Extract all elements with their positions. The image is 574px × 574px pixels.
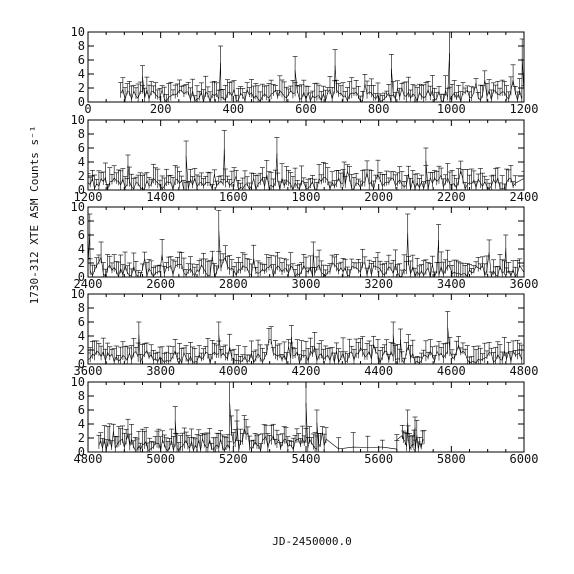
x-tick-label: 2400 — [74, 277, 103, 291]
x-tick-label: 1400 — [146, 190, 175, 204]
y-tick-label: 10 — [71, 375, 85, 389]
x-tick-label: 4000 — [219, 364, 248, 378]
y-tick-label: 8 — [78, 214, 85, 228]
y-tick-label: 2 — [78, 81, 85, 95]
x-tick-label: 4600 — [437, 364, 466, 378]
x-tick-label: 5800 — [437, 452, 466, 466]
y-tick-label: 4 — [78, 67, 85, 81]
x-tick-label: 200 — [150, 102, 172, 116]
x-tick-label: 3800 — [146, 364, 175, 378]
y-tick-label: 4 — [78, 242, 85, 256]
y-tick-label: 8 — [78, 301, 85, 315]
y-tick-label: 6 — [78, 315, 85, 329]
x-tick-label: 2200 — [437, 190, 466, 204]
y-tick-label: 4 — [78, 417, 85, 431]
y-tick-label: 6 — [78, 53, 85, 67]
x-tick-label: 5200 — [219, 452, 248, 466]
y-tick-label: 6 — [78, 228, 85, 242]
x-tick-label: 3600 — [74, 364, 103, 378]
x-tick-label: 2800 — [219, 277, 248, 291]
y-tick-label: 2 — [78, 256, 85, 270]
y-tick-label: 10 — [71, 287, 85, 301]
y-tick-label: 0 — [78, 445, 85, 459]
x-tick-label: 4200 — [292, 364, 321, 378]
y-tick-label: 10 — [71, 25, 85, 39]
light-curve-series — [118, 32, 524, 102]
y-tick-label: 4 — [78, 155, 85, 169]
y-tick-label: 0 — [78, 270, 85, 284]
x-tick-label: 1200 — [510, 102, 539, 116]
x-tick-label: 5000 — [146, 452, 175, 466]
x-tick-label: 3600 — [510, 277, 539, 291]
x-tick-label: 400 — [222, 102, 244, 116]
y-axis-title: 1730-312 XTE ASM Counts s⁻¹ — [28, 126, 41, 305]
series-line — [88, 327, 523, 364]
y-tick-label: 8 — [78, 39, 85, 53]
y-tick-label: 0 — [78, 357, 85, 371]
x-tick-label: 1800 — [292, 190, 321, 204]
y-tick-label: 0 — [78, 183, 85, 197]
y-tick-label: 8 — [78, 389, 85, 403]
y-tick-label: 6 — [78, 141, 85, 155]
x-tick-label: 4800 — [74, 452, 103, 466]
y-tick-label: 2 — [78, 431, 85, 445]
x-axis-title: JD-2450000.0 — [272, 535, 351, 548]
x-tick-label: 2000 — [364, 190, 393, 204]
series-line — [88, 148, 524, 190]
series-line — [88, 230, 524, 277]
y-tick-label: 2 — [78, 169, 85, 183]
x-tick-label: 1200 — [74, 190, 103, 204]
light-curve-series — [88, 311, 524, 364]
x-tick-label: 1600 — [219, 190, 248, 204]
x-tick-label: 6000 — [510, 452, 539, 466]
y-tick-label: 6 — [78, 403, 85, 417]
x-tick-label: 800 — [368, 102, 390, 116]
y-tick-label: 0 — [78, 95, 85, 109]
x-tick-label: 4400 — [364, 364, 393, 378]
x-tick-label: 0 — [84, 102, 91, 116]
y-tick-label: 2 — [78, 343, 85, 357]
y-tick-label: 4 — [78, 329, 85, 343]
series-line — [120, 52, 524, 102]
x-tick-label: 3000 — [292, 277, 321, 291]
x-tick-label: 5600 — [364, 452, 393, 466]
x-tick-label: 600 — [295, 102, 317, 116]
light-curve-series — [96, 382, 427, 452]
light-curve-series — [88, 130, 524, 190]
x-tick-label: 2600 — [146, 277, 175, 291]
y-tick-label: 8 — [78, 127, 85, 141]
light-curve-series — [88, 210, 524, 277]
x-tick-label: 5400 — [292, 452, 321, 466]
x-tick-label: 2400 — [510, 190, 539, 204]
y-tick-label: 10 — [71, 113, 85, 127]
x-tick-label: 3400 — [437, 277, 466, 291]
x-tick-label: 1000 — [437, 102, 466, 116]
y-tick-label: 10 — [71, 200, 85, 214]
x-tick-label: 4800 — [510, 364, 539, 378]
x-tick-label: 3200 — [364, 277, 393, 291]
